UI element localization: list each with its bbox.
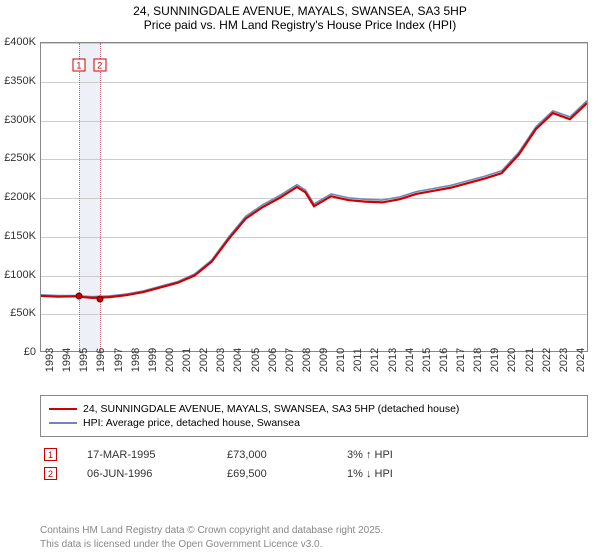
x-tick-label: 2021: [524, 348, 536, 372]
x-tick-label: 2010: [335, 348, 347, 372]
x-tick-label: 1998: [130, 348, 142, 372]
legend-box: 24, SUNNINGDALE AVENUE, MAYALS, SWANSEA,…: [40, 395, 588, 437]
sale-row: 1 17-MAR-1995£73,0003% ↑ HPI: [40, 445, 588, 464]
x-tick-label: 2003: [215, 348, 227, 372]
legend-row-1: 24, SUNNINGDALE AVENUE, MAYALS, SWANSEA,…: [49, 402, 579, 416]
y-tick-label: £350K: [4, 75, 36, 87]
legend-label-2: HPI: Average price, detached house, Swan…: [83, 417, 300, 429]
x-tick-label: 2012: [369, 348, 381, 372]
x-tick-label: 2015: [421, 348, 433, 372]
x-tick-label: 2022: [541, 348, 553, 372]
x-tick-label: 1997: [113, 348, 125, 372]
x-tick-label: 2008: [301, 348, 313, 372]
sale-marker-box: 2: [93, 59, 106, 72]
x-tick-label: 1995: [78, 348, 90, 372]
x-tick-label: 2004: [232, 348, 244, 372]
x-tick-label: 2019: [489, 348, 501, 372]
legend-row-2: HPI: Average price, detached house, Swan…: [49, 416, 579, 430]
x-tick-label: 2009: [318, 348, 330, 372]
legend-label-1: 24, SUNNINGDALE AVENUE, MAYALS, SWANSEA,…: [83, 403, 459, 415]
sale-hpi: 3% ↑ HPI: [347, 449, 393, 461]
chart-series-line: [41, 101, 587, 297]
x-tick-label: 2005: [250, 348, 262, 372]
y-tick-label: £100K: [4, 269, 36, 281]
sale-marker-box: 1: [72, 59, 85, 72]
sale-price: £69,500: [227, 468, 347, 480]
y-tick-label: £250K: [4, 152, 36, 164]
x-tick-label: 2000: [164, 348, 176, 372]
chart-plot: 12: [40, 42, 588, 352]
sale-num-box: 1: [44, 448, 57, 461]
x-tick-label: 1996: [95, 348, 107, 372]
sale-date: 06-JUN-1996: [87, 468, 227, 480]
sale-date: 17-MAR-1995: [87, 449, 227, 461]
y-tick-label: £200K: [4, 191, 36, 203]
x-axis: 1993199419951996199719981999200020012002…: [40, 356, 588, 396]
x-tick-label: 2011: [352, 348, 364, 372]
footer-line-1: Contains HM Land Registry data © Crown c…: [40, 524, 588, 538]
x-tick-label: 2018: [472, 348, 484, 372]
title-line-2: Price paid vs. HM Land Registry's House …: [0, 18, 600, 32]
x-tick-label: 2006: [267, 348, 279, 372]
y-tick-label: £0: [24, 346, 36, 358]
legend-and-sales: 24, SUNNINGDALE AVENUE, MAYALS, SWANSEA,…: [40, 395, 588, 483]
x-tick-label: 2023: [558, 348, 570, 372]
x-tick-label: 1994: [61, 348, 73, 372]
x-tick-label: 2020: [506, 348, 518, 372]
x-tick-label: 1999: [147, 348, 159, 372]
sale-num-box: 2: [44, 467, 57, 480]
x-tick-label: 2024: [575, 348, 587, 372]
sale-hpi: 1% ↓ HPI: [347, 468, 393, 480]
y-tick-label: £300K: [4, 114, 36, 126]
sale-marker-dot: [75, 293, 82, 300]
chart-series-line: [41, 103, 587, 298]
x-tick-label: 2002: [198, 348, 210, 372]
x-tick-label: 2016: [438, 348, 450, 372]
y-tick-label: £150K: [4, 230, 36, 242]
x-tick-label: 2013: [387, 348, 399, 372]
footer-line-2: This data is licensed under the Open Gov…: [40, 538, 588, 552]
footer: Contains HM Land Registry data © Crown c…: [40, 524, 588, 551]
sale-price: £73,000: [227, 449, 347, 461]
x-tick-label: 2001: [181, 348, 193, 372]
x-tick-label: 1993: [44, 348, 56, 372]
y-tick-label: £50K: [10, 307, 36, 319]
sale-row: 2 06-JUN-1996£69,5001% ↓ HPI: [40, 464, 588, 483]
y-tick-label: £400K: [4, 36, 36, 48]
title-line-1: 24, SUNNINGDALE AVENUE, MAYALS, SWANSEA,…: [0, 4, 600, 18]
sale-marker-dot: [96, 296, 103, 303]
x-tick-label: 2007: [284, 348, 296, 372]
x-tick-label: 2017: [455, 348, 467, 372]
x-tick-label: 2014: [404, 348, 416, 372]
